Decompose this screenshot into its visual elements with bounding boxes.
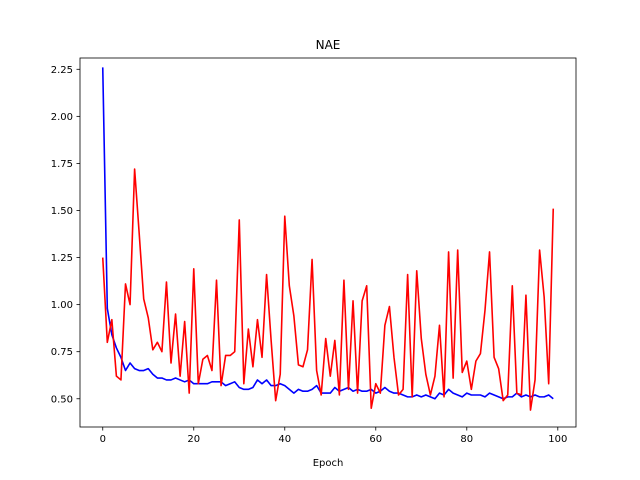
y-tick-label: 1.50 [51, 206, 73, 217]
plot-lines [101, 67, 555, 411]
x-tick-label: 100 [548, 434, 567, 445]
x-tick-label: 60 [369, 434, 382, 445]
y-axis-ticks: 0.50 0.75 1.00 1.25 1.50 1.75 2.00 2.25 [51, 65, 80, 405]
y-tick-label: 0.75 [51, 347, 73, 358]
x-tick-label: 20 [187, 434, 200, 445]
series-line-1 [101, 67, 554, 400]
y-tick-label: 1.75 [51, 159, 73, 170]
x-axis-ticks: 0 20 40 60 80 100 [100, 427, 567, 445]
y-tick-label: 2.00 [51, 112, 73, 123]
y-tick-label: 0.50 [51, 394, 73, 405]
series-line-2 [101, 168, 555, 411]
y-tick-label: 1.00 [51, 300, 73, 311]
x-tick-label: 40 [278, 434, 291, 445]
x-axis-label: Epoch [313, 458, 344, 469]
y-tick-label: 1.25 [51, 253, 73, 264]
y-tick-label: 2.25 [51, 65, 73, 76]
plot-frame [79, 57, 577, 428]
chart-title: NAE [316, 38, 341, 52]
x-tick-label: 0 [100, 434, 106, 445]
x-tick-label: 80 [460, 434, 473, 445]
